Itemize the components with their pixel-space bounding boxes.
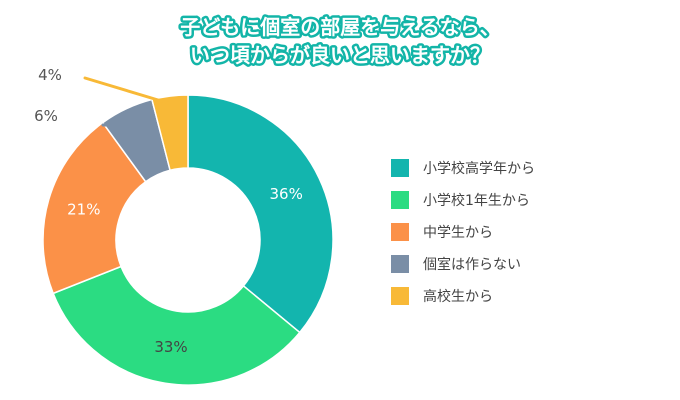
slice-value-label: 6% [34,107,58,125]
slice-value-label: 36% [270,185,303,203]
slice-value-label: 4% [38,66,62,84]
value-labels: 36% 33% 21% 6% 4% [34,66,303,356]
chart-title-line: 子どもに個室の部屋を与えるなら、 [180,15,499,39]
leader-lines [83,76,170,127]
donut-slice [52,265,301,386]
donut-slice [151,94,189,172]
legend-label: 個室は作らない [423,256,521,273]
slice-value-label: 33% [154,338,187,356]
legend-swatch [391,287,409,305]
legend-label: 小学校高学年から [423,160,535,177]
legend-label: 高校生から [423,288,493,305]
legend-swatch [391,255,409,273]
slice-value-label: 21% [67,201,100,219]
chart-title-line: いつ頃からが良いと思いますか？ [190,43,490,67]
legend-swatch [391,159,409,177]
legend-label: 小学校1年生から [423,192,530,209]
legend-label: 中学生から [423,225,493,241]
donut-slices [42,94,334,386]
leader-line [83,76,170,105]
chart-title: 子どもに個室の部屋を与えるなら、いつ頃からが良いと思いますか？ [178,13,502,70]
legend-swatch [391,223,409,241]
donut-slice [42,121,147,295]
donut-slice [187,94,334,334]
legend-swatch [391,191,409,209]
